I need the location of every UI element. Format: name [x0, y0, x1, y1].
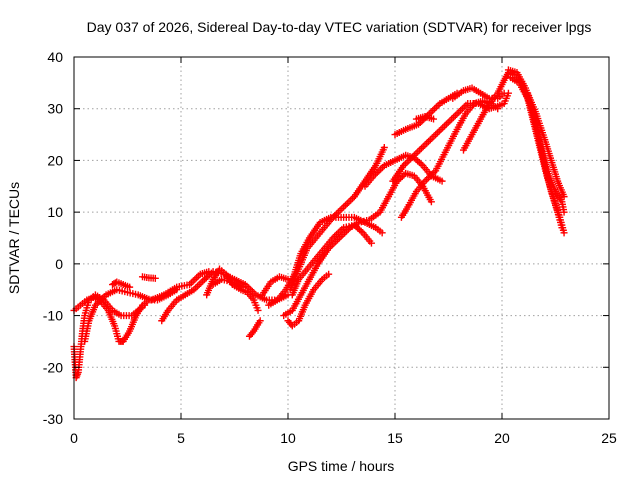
y-tick-labels: -30 -20 -10 0 10 20 30 40 — [43, 49, 63, 427]
y-tick-label: -20 — [43, 359, 63, 375]
series-track-t — [397, 97, 502, 221]
data-point — [367, 239, 375, 247]
y-tick-label: -10 — [43, 308, 63, 324]
series-track-r — [391, 89, 461, 139]
series-track-f — [158, 268, 292, 325]
plot-frame — [73, 56, 610, 420]
data-point — [254, 306, 262, 314]
x-tick-label: 15 — [387, 430, 403, 446]
data-point — [560, 229, 568, 237]
y-tick-label: 10 — [47, 204, 63, 220]
x-tick-label: 0 — [70, 430, 78, 446]
series-track-n — [284, 270, 333, 330]
series-track-v — [449, 84, 508, 102]
data-point — [430, 115, 438, 123]
series-track-j — [258, 273, 292, 299]
y-axis-label: SDTVAR / TECUs — [6, 182, 22, 294]
y-tick-label: 0 — [55, 256, 63, 272]
x-tick-label: 25 — [601, 430, 617, 446]
series-track-k — [265, 213, 386, 309]
data-point — [256, 317, 264, 325]
series-track-e — [138, 273, 159, 282]
data-point — [560, 193, 568, 201]
data-point — [239, 283, 247, 291]
data-point — [438, 177, 446, 185]
data-point — [380, 144, 388, 151]
series-track-h — [209, 275, 247, 291]
series-track-i — [245, 317, 264, 340]
data-point — [325, 270, 333, 278]
data-point — [378, 229, 386, 237]
series-track-s — [412, 112, 438, 123]
y-tick-label: 30 — [47, 101, 63, 117]
data-point — [151, 274, 159, 282]
x-axis-label: GPS time / hours — [288, 458, 395, 474]
y-tick-label: 20 — [47, 152, 63, 168]
axis-ticks — [73, 56, 610, 420]
y-tick-label: -30 — [43, 411, 63, 427]
data-point — [500, 89, 508, 97]
grid — [74, 57, 609, 419]
data-point — [126, 283, 134, 291]
x-tick-labels: 0 5 10 15 20 25 — [70, 430, 617, 446]
chart-title: Day 037 of 2026, Sidereal Day-to-day VTE… — [87, 19, 592, 35]
series-track-o — [286, 144, 388, 294]
data-point — [427, 198, 435, 206]
series-track-c — [81, 268, 213, 345]
x-tick-label: 5 — [177, 430, 185, 446]
x-tick-label: 10 — [280, 430, 296, 446]
series-track-z — [524, 89, 568, 201]
series-track-y — [519, 84, 568, 216]
y-tick-label: 40 — [47, 49, 63, 65]
series-track-q — [389, 89, 512, 185]
data-point — [494, 105, 502, 113]
series-track-d — [109, 278, 134, 291]
x-tick-label: 20 — [494, 430, 510, 446]
data-point — [560, 208, 568, 216]
data-points — [70, 66, 568, 382]
